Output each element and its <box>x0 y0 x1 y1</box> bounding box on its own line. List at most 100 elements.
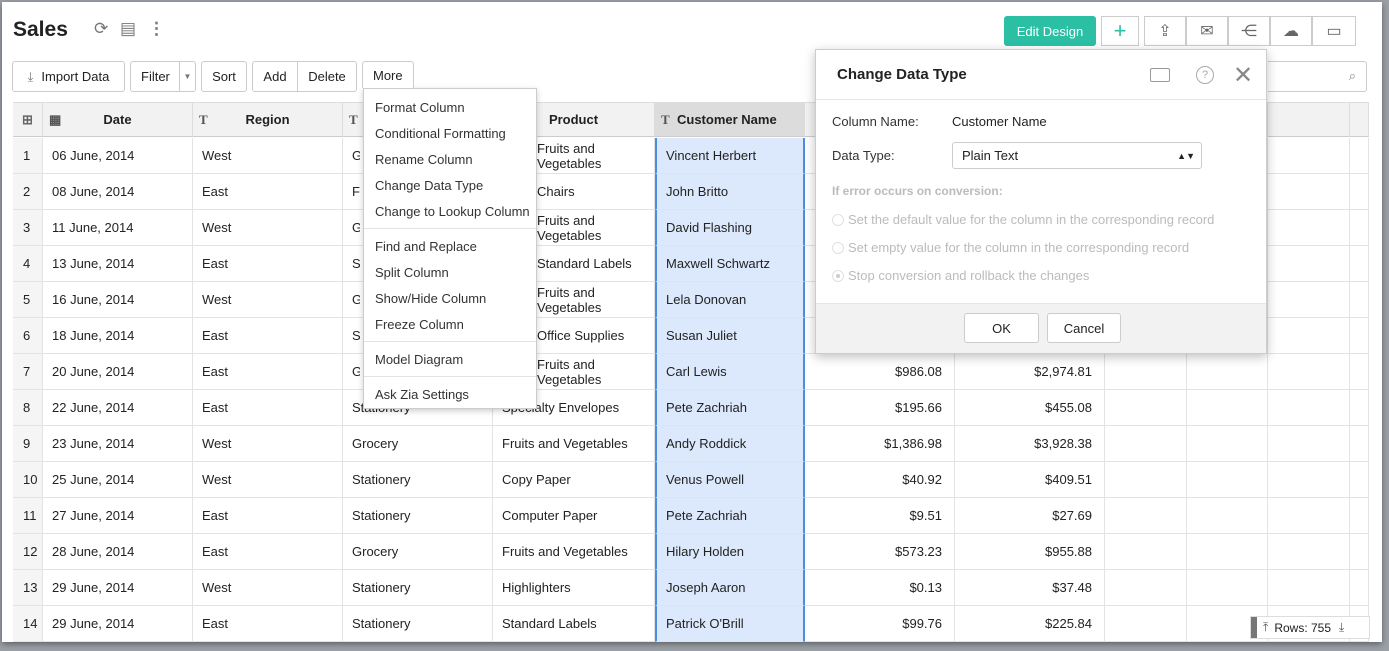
more-button[interactable]: More <box>362 61 414 88</box>
table-cell[interactable] <box>1268 174 1350 210</box>
table-cell[interactable]: Pete Zachriah <box>655 498 805 534</box>
table-cell[interactable]: Fruits and Vegetables <box>493 426 655 462</box>
table-cell[interactable] <box>1105 570 1187 606</box>
table-cell[interactable]: Susan Juliet <box>655 318 805 354</box>
table-cell[interactable] <box>1350 282 1369 318</box>
filter-button[interactable]: Filter ▼ <box>130 61 196 92</box>
table-cell[interactable]: Stationery <box>343 498 493 534</box>
table-cell[interactable] <box>1187 390 1268 426</box>
table-cell[interactable] <box>1350 174 1369 210</box>
table-cell[interactable] <box>1350 246 1369 282</box>
more-options-icon[interactable]: ⋮ <box>148 19 165 38</box>
table-cell[interactable] <box>1105 390 1187 426</box>
radio-icon[interactable] <box>832 241 844 254</box>
import-data-button[interactable]: ⤓ Import Data <box>12 61 125 92</box>
table-cell[interactable]: 20 June, 2014 <box>43 354 193 390</box>
table-cell[interactable] <box>1350 534 1369 570</box>
table-cell[interactable] <box>1350 138 1369 174</box>
scroll-top-icon[interactable]: ⤒ <box>1263 620 1269 634</box>
table-cell[interactable]: $9.51 <box>805 498 955 534</box>
table-cell[interactable]: 25 June, 2014 <box>43 462 193 498</box>
table-cell[interactable]: 08 June, 2014 <box>43 174 193 210</box>
table-cell[interactable]: Fruits and Vegetables <box>493 282 655 318</box>
table-cell[interactable]: Fruits and Vegetables <box>493 354 655 390</box>
table-cell[interactable] <box>1268 354 1350 390</box>
radio-icon[interactable] <box>832 213 844 226</box>
menu-item[interactable]: Conditional Formatting <box>375 125 506 141</box>
table-cell[interactable] <box>1350 210 1369 246</box>
cancel-button[interactable]: Cancel <box>1047 313 1121 343</box>
comment-icon[interactable]: ▭ <box>1312 16 1356 46</box>
menu-item[interactable]: Ask Zia Settings <box>375 386 469 402</box>
table-cell[interactable] <box>1268 318 1350 354</box>
table-cell[interactable]: 27 June, 2014 <box>43 498 193 534</box>
collapse-handle[interactable] <box>1251 617 1257 638</box>
table-cell[interactable]: 13 June, 2014 <box>43 246 193 282</box>
table-cell[interactable]: $27.69 <box>955 498 1105 534</box>
table-cell[interactable]: West <box>193 138 343 174</box>
table-cell[interactable] <box>1350 570 1369 606</box>
share-icon[interactable]: ⋲ <box>1228 16 1270 46</box>
table-cell[interactable]: Hilary Holden <box>655 534 805 570</box>
table-cell[interactable]: $225.84 <box>955 606 1105 642</box>
table-cell[interactable] <box>1350 498 1369 534</box>
table-cell[interactable]: 06 June, 2014 <box>43 138 193 174</box>
table-cell[interactable]: West <box>193 426 343 462</box>
delete-button[interactable]: Delete <box>297 61 357 92</box>
table-cell[interactable] <box>1105 498 1187 534</box>
table-cell[interactable]: Venus Powell <box>655 462 805 498</box>
table-cell[interactable]: Grocery <box>343 534 493 570</box>
table-cell[interactable] <box>1105 426 1187 462</box>
table-cell[interactable] <box>1268 282 1350 318</box>
table-cell[interactable]: $99.76 <box>805 606 955 642</box>
add-button[interactable]: Add <box>252 61 298 92</box>
column-header[interactable] <box>1350 102 1369 137</box>
table-cell[interactable]: Carl Lewis <box>655 354 805 390</box>
sort-button[interactable]: Sort <box>201 61 247 92</box>
close-icon[interactable]: ✕ <box>1233 62 1254 89</box>
table-cell[interactable]: East <box>193 246 343 282</box>
table-cell[interactable]: East <box>193 174 343 210</box>
ok-button[interactable]: OK <box>964 313 1039 343</box>
table-cell[interactable] <box>1187 426 1268 462</box>
table-cell[interactable]: 29 June, 2014 <box>43 570 193 606</box>
save-icon[interactable]: ▤ <box>120 19 137 38</box>
table-cell[interactable]: David Flashing <box>655 210 805 246</box>
table-cell[interactable] <box>1268 462 1350 498</box>
export-icon[interactable]: ⇪ <box>1144 16 1186 46</box>
table-cell[interactable] <box>1350 390 1369 426</box>
table-cell[interactable]: West <box>193 210 343 246</box>
column-header[interactable]: ▦ Date <box>43 102 193 137</box>
table-cell[interactable]: Andy Roddick <box>655 426 805 462</box>
table-cell[interactable] <box>1350 354 1369 390</box>
menu-item[interactable]: Show/Hide Column <box>375 290 487 306</box>
table-cell[interactable]: $37.48 <box>955 570 1105 606</box>
table-cell[interactable] <box>1268 138 1350 174</box>
table-cell[interactable]: East <box>193 498 343 534</box>
table-cell[interactable] <box>1268 498 1350 534</box>
table-cell[interactable] <box>1187 462 1268 498</box>
table-cell[interactable]: 29 June, 2014 <box>43 606 193 642</box>
table-cell[interactable]: Maxwell Schwartz <box>655 246 805 282</box>
table-cell[interactable]: Lela Donovan <box>655 282 805 318</box>
table-cell[interactable]: Fruits and Vegetables <box>493 138 655 174</box>
table-cell[interactable]: East <box>193 390 343 426</box>
search-input[interactable]: ⌕ <box>1268 61 1367 92</box>
table-cell[interactable]: Fruits and Vegetables <box>493 534 655 570</box>
table-cell[interactable] <box>1268 534 1350 570</box>
radio-icon[interactable] <box>832 269 844 282</box>
table-cell[interactable]: $40.92 <box>805 462 955 498</box>
video-icon[interactable] <box>1150 68 1170 82</box>
table-cell[interactable] <box>1105 606 1187 642</box>
menu-item[interactable]: Rename Column <box>375 151 473 167</box>
table-cell[interactable]: East <box>193 534 343 570</box>
table-cell[interactable]: Office Supplies <box>493 318 655 354</box>
table-cell[interactable]: Standard Labels <box>493 606 655 642</box>
email-icon[interactable]: ✉ <box>1186 16 1228 46</box>
table-cell[interactable]: 11 June, 2014 <box>43 210 193 246</box>
data-type-select[interactable]: Plain Text ▲▼ <box>952 142 1202 169</box>
table-cell[interactable]: 18 June, 2014 <box>43 318 193 354</box>
table-cell[interactable]: $195.66 <box>805 390 955 426</box>
table-cell[interactable]: Fruits and Vegetables <box>493 210 655 246</box>
table-cell[interactable]: 16 June, 2014 <box>43 282 193 318</box>
